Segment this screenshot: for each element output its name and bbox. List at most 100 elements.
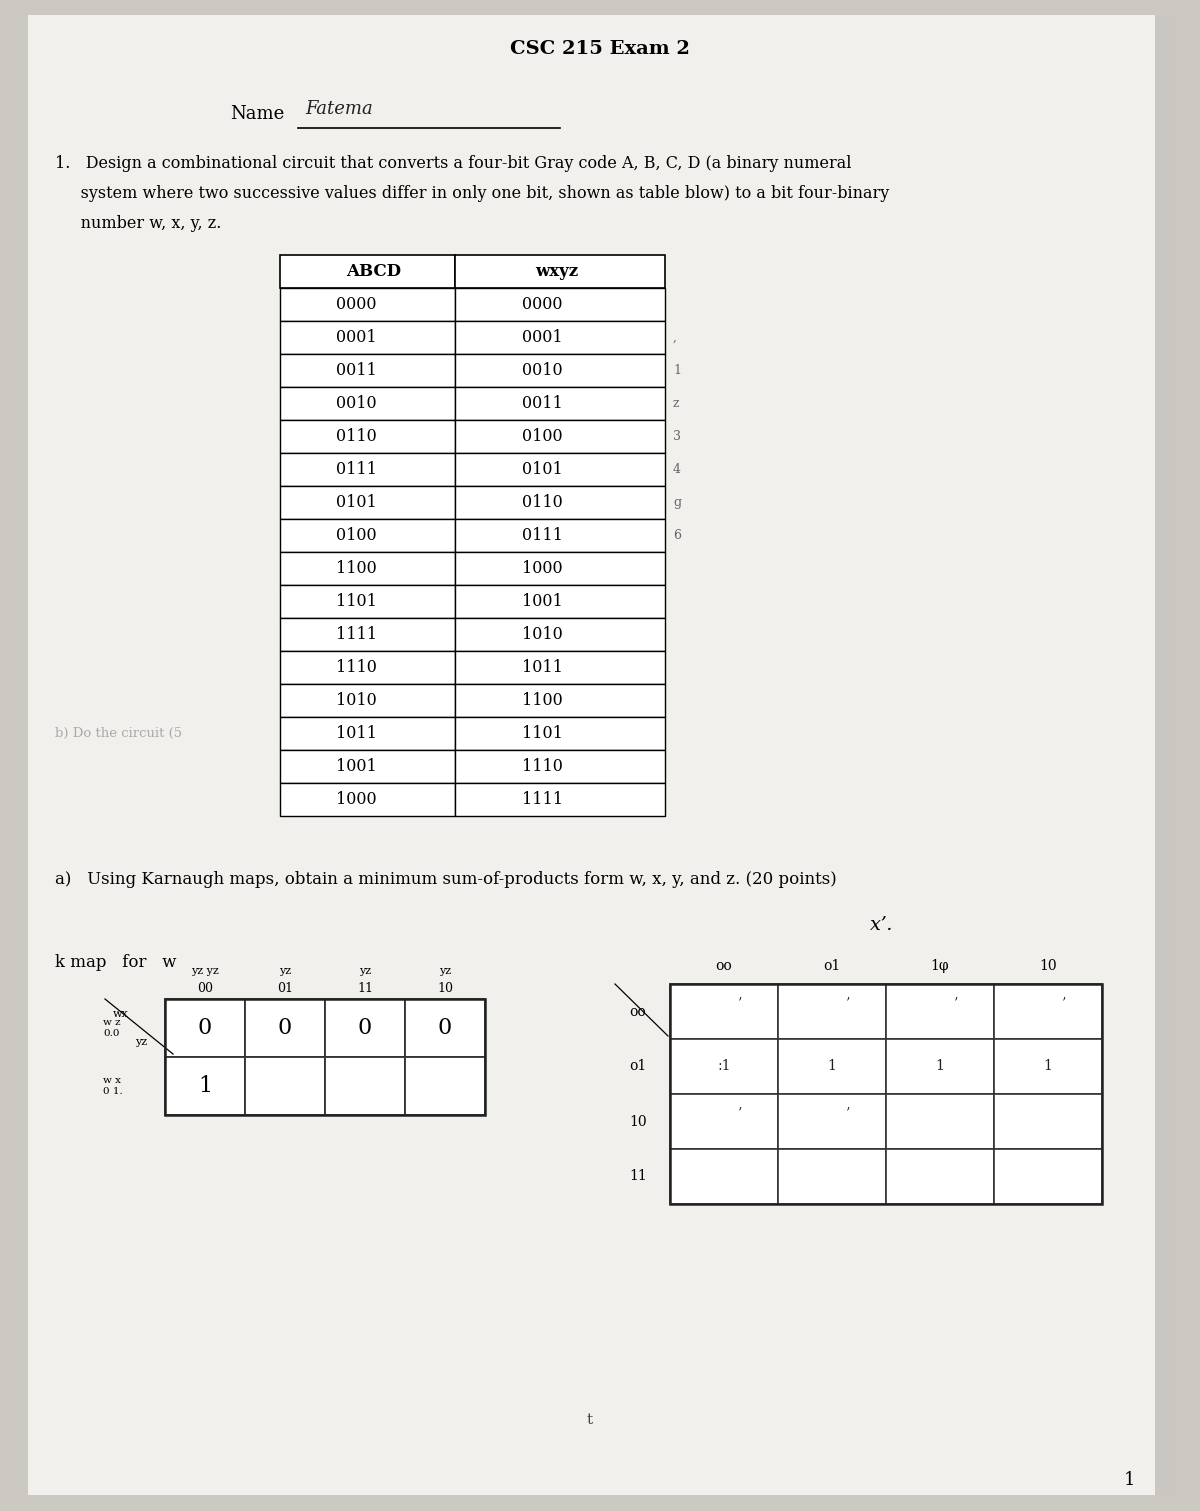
Text: 1100: 1100 [522,692,563,709]
Text: 0: 0 [358,1017,372,1040]
Bar [325,1058,406,1115]
Text: 1101: 1101 [336,592,377,610]
Text: 0100: 0100 [522,428,563,446]
Bar [455,354,665,387]
Bar [455,552,665,585]
Text: ABCD: ABCD [347,263,402,280]
Text: 0: 0 [438,1017,452,1040]
Bar [406,999,485,1058]
Text: 1: 1 [828,1059,836,1073]
Text: 0100: 0100 [336,527,377,544]
Bar [994,984,1102,1040]
Text: o1: o1 [629,1059,647,1073]
Bar [280,783,455,816]
Text: 1000: 1000 [336,790,377,808]
Text: 1101: 1101 [522,725,563,742]
Text: yz: yz [439,966,451,976]
Text: 01: 01 [277,982,293,996]
Bar [670,1040,778,1094]
Text: 1100: 1100 [336,561,377,577]
Bar [670,984,778,1040]
Text: 1: 1 [1044,1059,1052,1073]
Bar [280,651,455,684]
Text: 0000: 0000 [336,296,377,313]
Bar [455,651,665,684]
Text: 10: 10 [1039,959,1057,973]
Text: 0000: 0000 [522,296,563,313]
Text: 0111: 0111 [522,527,563,544]
Text: 0011: 0011 [336,363,377,379]
Text: 1φ: 1φ [931,959,949,973]
Text: ’: ’ [738,996,743,1011]
Text: t: t [587,1413,593,1426]
Text: oo: oo [630,1005,647,1018]
Text: 0: 0 [278,1017,292,1040]
Text: 1: 1 [673,364,682,378]
Bar [280,487,455,518]
Bar [406,1058,485,1115]
Text: k map   for   w: k map for w [55,953,176,972]
Text: 1.   Design a combinational circuit that converts a four-bit Gray code A, B, C, : 1. Design a combinational circuit that c… [55,156,852,172]
Bar [166,1058,245,1115]
Text: b) Do the circuit (5: b) Do the circuit (5 [55,727,182,740]
Text: ,: , [673,331,677,345]
Text: 0: 0 [198,1017,212,1040]
Bar [280,320,455,354]
Text: 1: 1 [198,1074,212,1097]
Bar [325,999,406,1058]
Bar [280,552,455,585]
Text: CSC 215 Exam 2: CSC 215 Exam 2 [510,39,690,57]
Text: 1111: 1111 [336,626,377,644]
Bar [280,585,455,618]
Bar [280,354,455,387]
Bar [280,518,455,552]
Text: 0011: 0011 [522,394,563,413]
Text: w z
0.0: w z 0.0 [103,1018,121,1038]
Bar [670,1094,778,1148]
Bar [670,1148,778,1204]
Text: a)   Using Karnaugh maps, obtain a minimum sum-of-products form w, x, y, and z. : a) Using Karnaugh maps, obtain a minimum… [55,870,836,888]
Text: Name: Name [230,104,284,122]
Text: z: z [673,397,679,409]
Text: 1001: 1001 [522,592,563,610]
Text: wx: wx [113,1009,128,1018]
Text: yz: yz [278,966,292,976]
Text: 1010: 1010 [522,626,563,644]
Bar [778,1040,886,1094]
Bar [455,749,665,783]
Bar [280,255,455,289]
Bar [455,289,665,320]
Text: 1000: 1000 [522,561,563,577]
Bar [455,684,665,718]
Bar [455,518,665,552]
Bar [280,387,455,420]
Text: yz yz: yz yz [191,966,218,976]
Text: 10: 10 [437,982,454,996]
Text: 1110: 1110 [522,759,563,775]
Bar [280,684,455,718]
Text: system where two successive values differ in only one bit, shown as table blow) : system where two successive values diffe… [55,184,889,202]
Text: oo: oo [715,959,732,973]
Bar [994,1040,1102,1094]
Text: 1110: 1110 [336,659,377,675]
Text: 1: 1 [936,1059,944,1073]
Text: 1011: 1011 [336,725,377,742]
Text: 6: 6 [673,529,682,542]
Text: 0001: 0001 [336,329,377,346]
Text: 1010: 1010 [336,692,377,709]
Bar [455,618,665,651]
Bar [455,255,665,289]
Text: ’: ’ [954,996,959,1011]
Bar [280,718,455,749]
Bar [280,420,455,453]
Text: 0101: 0101 [522,461,563,477]
Text: 1011: 1011 [522,659,563,675]
Text: 1111: 1111 [522,790,563,808]
Bar [280,749,455,783]
Text: 4: 4 [673,462,682,476]
Text: 0110: 0110 [336,428,377,446]
Text: 0110: 0110 [522,494,563,511]
Text: 0010: 0010 [336,394,377,413]
Bar [994,1148,1102,1204]
Text: 11: 11 [358,982,373,996]
